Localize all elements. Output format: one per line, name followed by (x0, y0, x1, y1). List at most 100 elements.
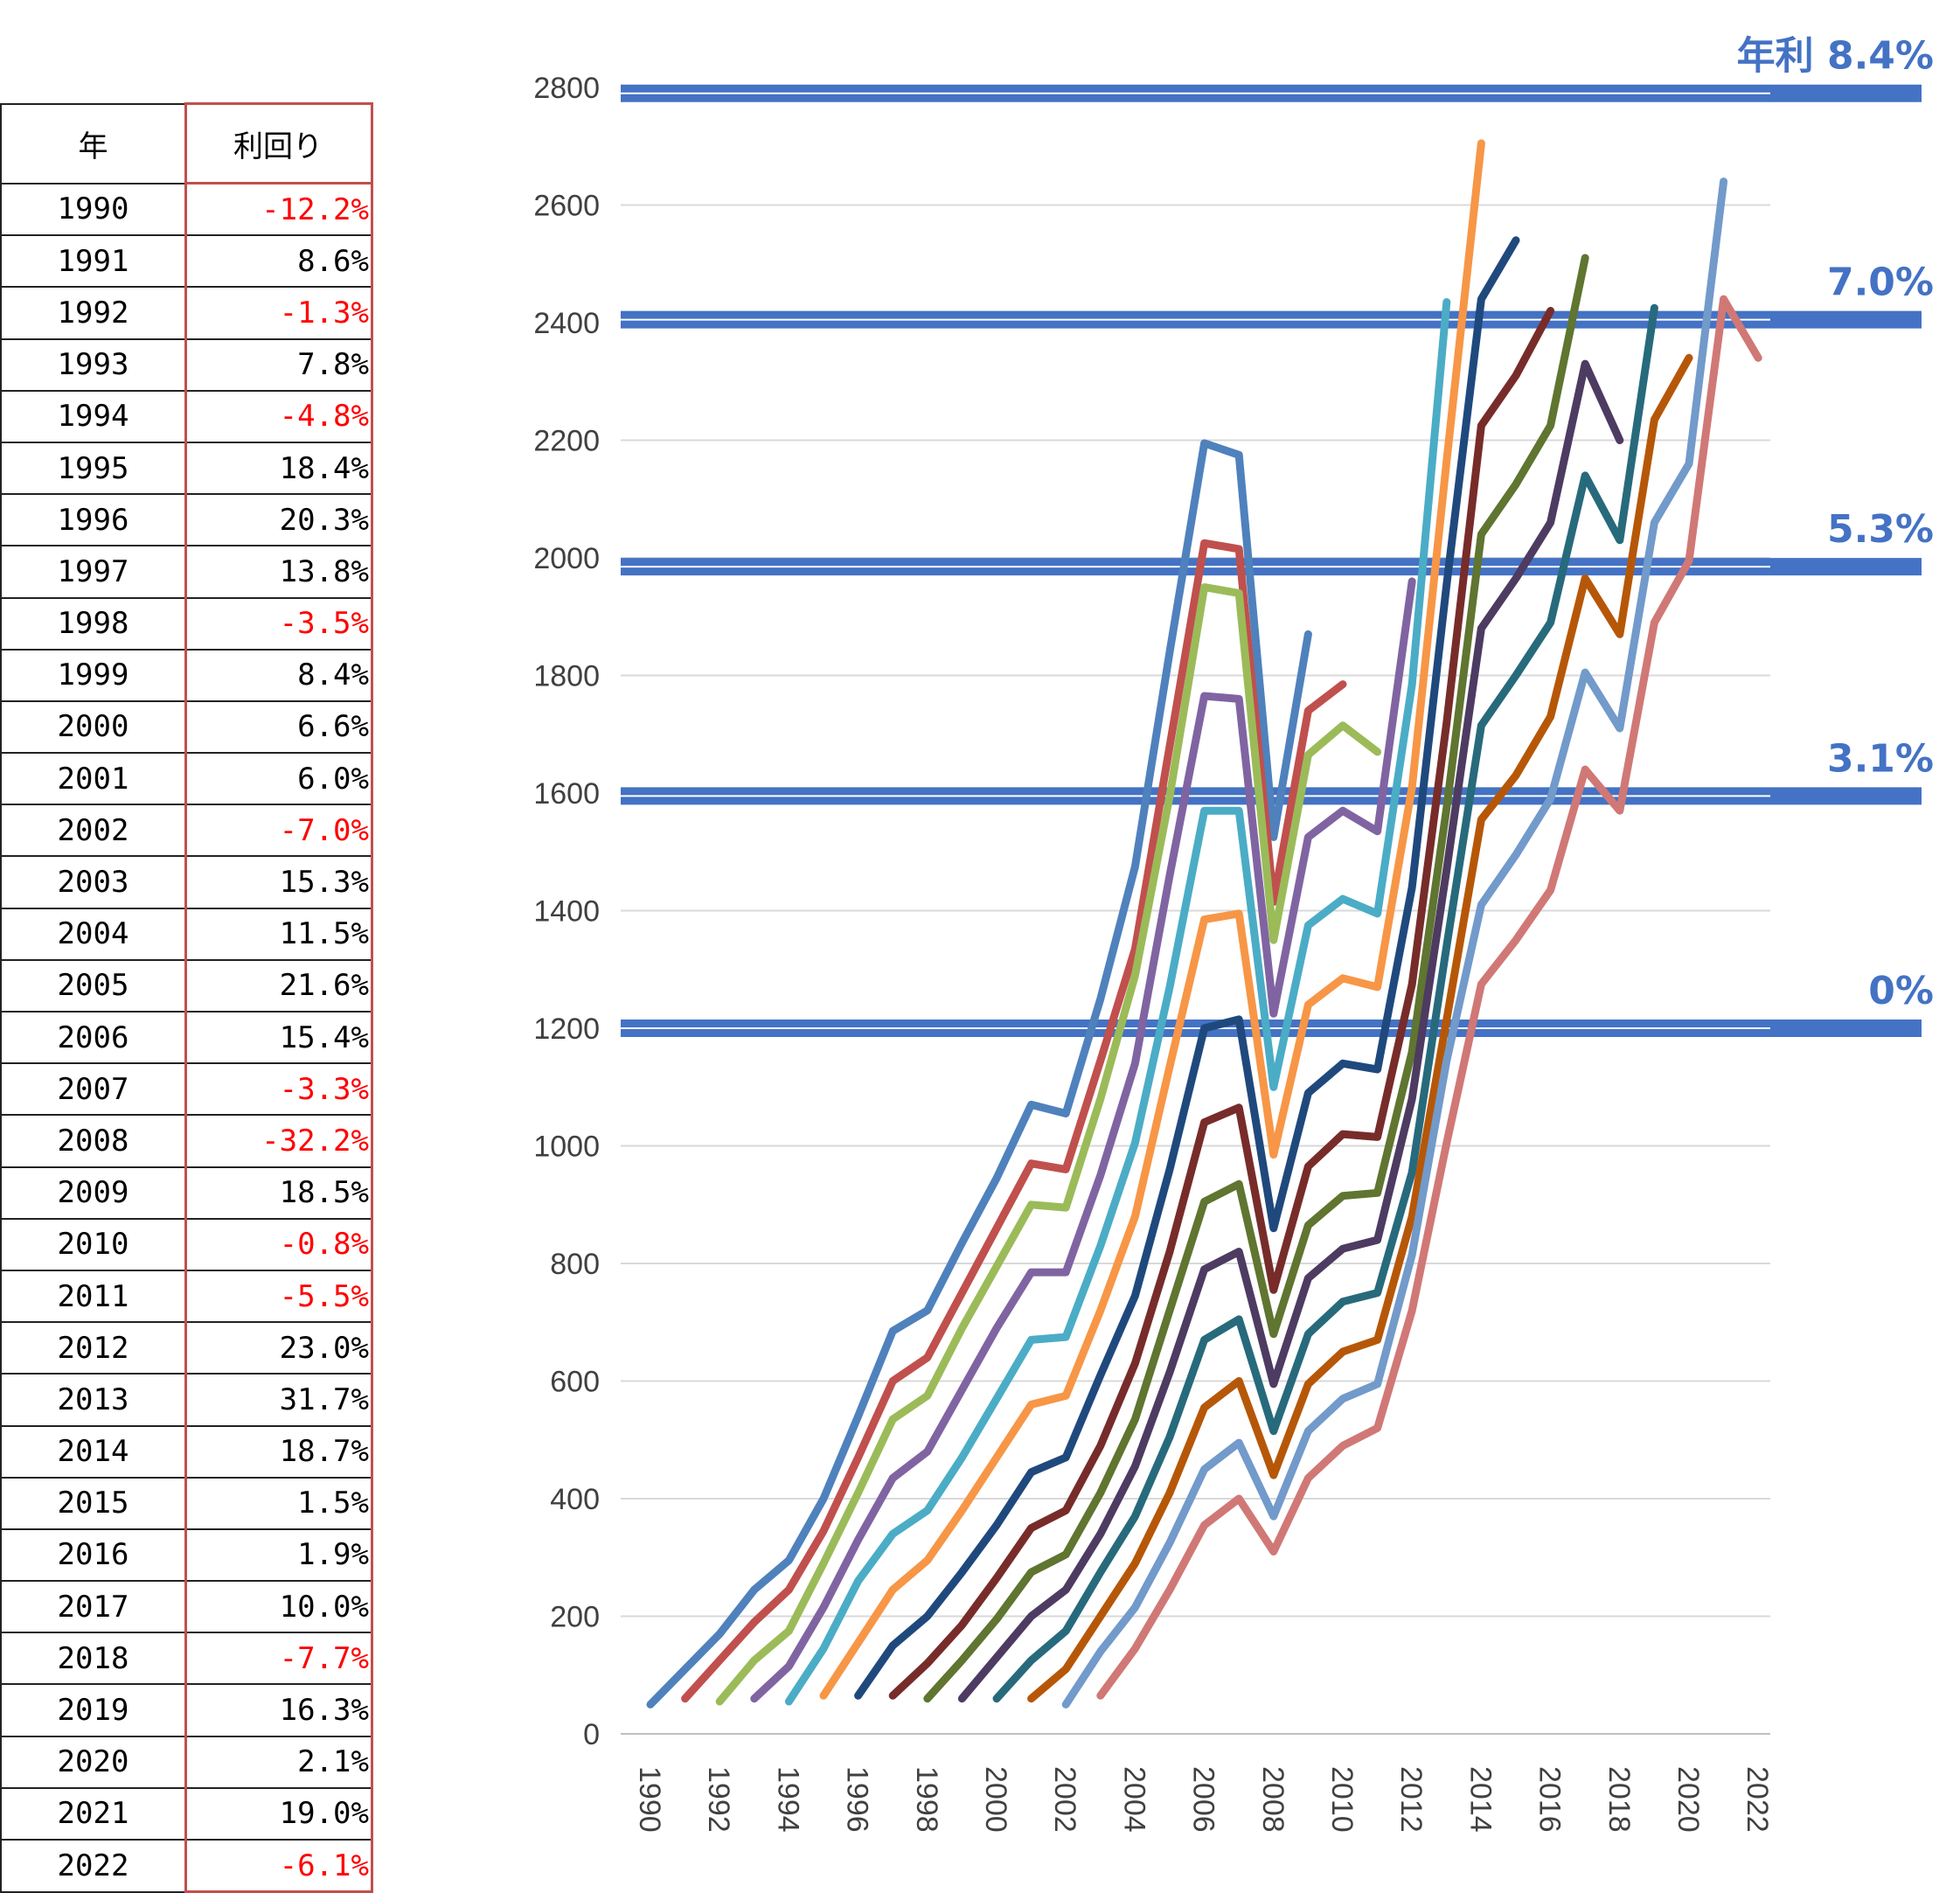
table-row: 1992 -1.3% (0, 286, 373, 340)
year-cell: 1998 (0, 596, 187, 651)
x-tick-label: 2010 (1325, 1766, 1359, 1833)
table-row: 2013 31.7% (0, 1373, 373, 1427)
table-row: 1994 -4.8% (0, 389, 373, 443)
y-tick-label: 1200 (533, 1013, 600, 1046)
year-cell: 2013 (0, 1373, 187, 1427)
year-cell: 1994 (0, 389, 187, 443)
year-cell: 2018 (0, 1632, 187, 1686)
table-row: 1996 20.3% (0, 493, 373, 547)
table-row: 2008 -32.2% (0, 1114, 373, 1168)
return-cell: 2.1% (184, 1735, 373, 1789)
return-cell: 10.0% (184, 1580, 373, 1634)
year-cell: 2020 (0, 1735, 187, 1789)
series-line-14 (1096, 295, 1762, 1700)
year-cell: 1995 (0, 441, 187, 496)
return-cell: -0.8% (184, 1217, 373, 1271)
year-cell: 1991 (0, 234, 187, 289)
return-cell: 23.0% (184, 1321, 373, 1375)
x-tick-label: 2006 (1187, 1766, 1220, 1833)
table-row: 2018 -7.7% (0, 1632, 373, 1686)
series-line-9 (923, 254, 1589, 1703)
year-cell: 2014 (0, 1424, 187, 1479)
year-cell: 1999 (0, 648, 187, 702)
table-row: 1993 7.8% (0, 338, 373, 392)
table-row: 1998 -3.5% (0, 596, 373, 651)
y-tick-label: 800 (550, 1248, 600, 1281)
return-cell: 16.3% (184, 1683, 373, 1737)
year-cell: 1993 (0, 338, 187, 392)
table-row: 2002 -7.0% (0, 804, 373, 858)
return-cell: -3.5% (184, 596, 373, 651)
y-tick-label: 1800 (533, 660, 600, 693)
return-cell: -12.2% (184, 182, 373, 237)
year-cell: 1990 (0, 182, 187, 237)
return-cell: 19.0% (184, 1786, 373, 1841)
return-cell: 13.8% (184, 545, 373, 599)
year-column-header: 年 (0, 102, 187, 184)
year-cell: 2016 (0, 1528, 187, 1583)
x-tick-label: 2012 (1394, 1766, 1428, 1833)
x-tick-label: 2016 (1533, 1766, 1567, 1833)
returns-table-body: 1990 -12.2% 1991 8.6% 1992 -1.3% 1993 7.8% 1994-… (0, 182, 373, 1893)
table-row: 2017 10.0% (0, 1580, 373, 1634)
y-tick-label: 2000 (533, 542, 600, 575)
table-row: 2019 16.3% (0, 1683, 373, 1737)
year-cell: 1996 (0, 493, 187, 547)
x-tick-label: 2002 (1048, 1766, 1081, 1833)
y-tick-label: 0 (583, 1718, 600, 1751)
y-tick-label: 2600 (533, 190, 600, 223)
year-cell: 2002 (0, 804, 187, 858)
return-cell: 20.3% (184, 493, 373, 547)
return-cell: 6.0% (184, 752, 373, 806)
year-cell: 2008 (0, 1114, 187, 1168)
table-row: 1991 8.6% (0, 234, 373, 289)
x-tick-label: 1994 (771, 1766, 804, 1833)
year-cell: 2007 (0, 1062, 187, 1117)
return-cell: -1.3% (184, 286, 373, 340)
table-row: 1995 18.4% (0, 441, 373, 496)
year-cell: 2000 (0, 699, 187, 755)
table-row: 2006 15.4% (0, 1010, 373, 1065)
return-cell: 15.3% (184, 855, 373, 909)
series-line-4 (750, 577, 1416, 1703)
year-cell: 2019 (0, 1683, 187, 1737)
year-cell: 2006 (0, 1010, 187, 1065)
year-cell: 2001 (0, 752, 187, 806)
year-cell: 1992 (0, 286, 187, 340)
table-row: 2007 -3.3% (0, 1062, 373, 1117)
series-line-1 (646, 439, 1312, 1709)
table-row: 2005 21.6% (0, 958, 373, 1013)
table-row: 1999 8.4% (0, 648, 373, 702)
table-row: 1997 13.8% (0, 545, 373, 599)
y-tick-label: 200 (550, 1601, 600, 1634)
table-row: 2020 2.1% (0, 1735, 373, 1789)
reference-rate-label: 0% (1868, 969, 1934, 1013)
table-row: 2011 -5.5% (0, 1269, 373, 1324)
table-row: 2015 1.5% (0, 1476, 373, 1530)
returns-table: 年 利回り 1990 -12.2% 1991 8.6% 1992 -1.3% 1993 7.8… (0, 102, 373, 1893)
series-line-6 (819, 139, 1485, 1700)
series-lines (646, 139, 1762, 1709)
y-tick-label: 2400 (533, 307, 600, 340)
x-tick-label: 2022 (1741, 1766, 1774, 1833)
axis-labels: 0 200 400 600 800 1000 1200 1400 1600 1800 2000 220… (533, 72, 1774, 1833)
year-cell: 2005 (0, 958, 187, 1013)
series-line-11 (992, 303, 1658, 1703)
table-row: 2000 6.6% (0, 699, 373, 755)
year-cell: 1997 (0, 545, 187, 599)
return-cell: 1.9% (184, 1528, 373, 1583)
x-tick-label: 1990 (633, 1766, 666, 1833)
year-cell: 2004 (0, 907, 187, 961)
reference-rate-label: 7.0% (1827, 261, 1934, 305)
table-row: 2003 15.3% (0, 855, 373, 909)
return-cell: 31.7% (184, 1373, 373, 1427)
x-tick-label: 2018 (1602, 1766, 1636, 1833)
table-row: 2004 11.5% (0, 907, 373, 961)
x-tick-label: 1996 (841, 1766, 874, 1833)
table-row: 2001 6.0% (0, 752, 373, 806)
y-tick-label: 1400 (533, 895, 600, 929)
x-tick-label: 2000 (979, 1766, 1012, 1833)
return-cell: 11.5% (184, 907, 373, 961)
year-cell: 2011 (0, 1269, 187, 1324)
